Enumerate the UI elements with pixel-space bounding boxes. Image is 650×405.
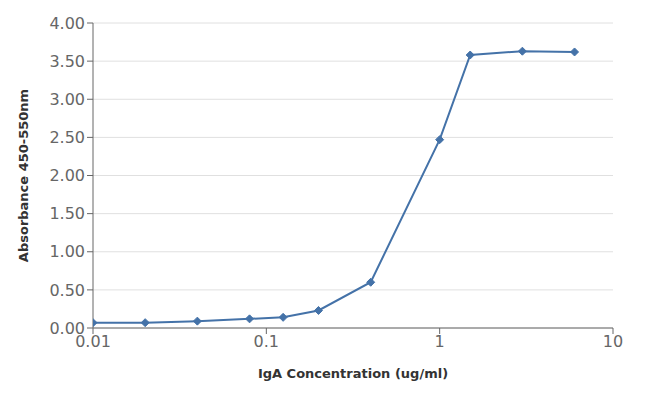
svg-text:1: 1 — [435, 332, 445, 351]
svg-text:4.00: 4.00 — [49, 14, 85, 33]
svg-text:0.1: 0.1 — [254, 332, 279, 351]
svg-text:1.00: 1.00 — [49, 242, 85, 261]
svg-text:3.00: 3.00 — [49, 90, 85, 109]
svg-text:0.00: 0.00 — [49, 319, 85, 338]
svg-text:1.50: 1.50 — [49, 204, 85, 223]
svg-text:2.50: 2.50 — [49, 128, 85, 147]
svg-text:0.50: 0.50 — [49, 281, 85, 300]
svg-text:Absorbance 450-550nm: Absorbance 450-550nm — [16, 89, 31, 262]
svg-text:2.00: 2.00 — [49, 166, 85, 185]
svg-text:0.01: 0.01 — [75, 332, 111, 352]
svg-text:IgA Concentration (ug/ml): IgA Concentration (ug/ml) — [258, 366, 448, 381]
svg-text:3.50: 3.50 — [49, 52, 85, 71]
svg-text:10: 10 — [603, 332, 623, 351]
